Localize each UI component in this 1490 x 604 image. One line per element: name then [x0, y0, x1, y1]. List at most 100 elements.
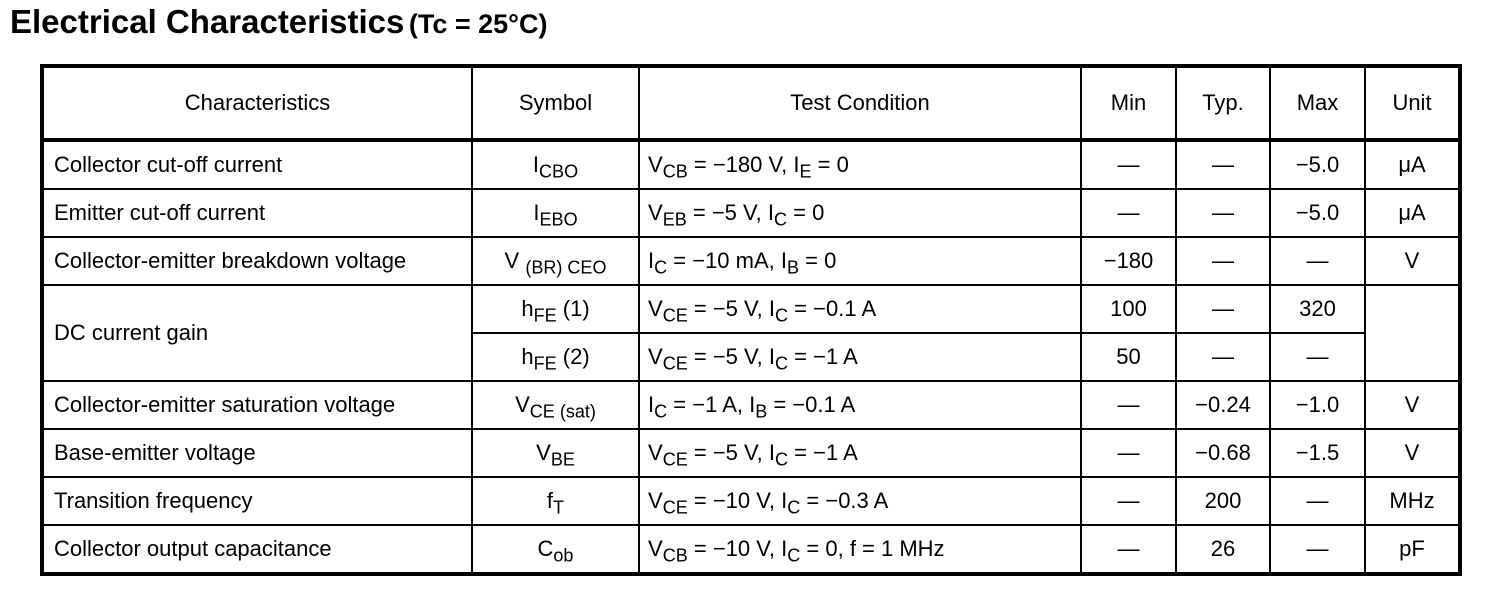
- unit-cell: V: [1364, 428, 1461, 478]
- condition-text: = −1 A: [788, 344, 858, 369]
- test-condition-cell: VCE = −5 V, IC = −1 A: [638, 332, 1082, 382]
- characteristic-cell: Collector cut-off current: [41, 139, 473, 190]
- condition-subscript: C: [774, 209, 788, 230]
- symbol-cell: ICBO: [471, 139, 640, 190]
- condition-text: = −10 V, I: [687, 536, 788, 561]
- condition-subscript: C: [775, 353, 789, 374]
- header-characteristics: Characteristics: [41, 65, 473, 142]
- min-cell: —: [1080, 524, 1177, 575]
- characteristic-cell: Collector output capacitance: [41, 524, 473, 575]
- characteristic-cell: Emitter cut-off current: [41, 188, 473, 238]
- unit-cell: pF: [1364, 524, 1461, 575]
- typ-cell: 26: [1175, 524, 1271, 575]
- typ-cell: —: [1175, 236, 1271, 286]
- characteristic-cell: Collector-emitter saturation voltage: [41, 380, 473, 430]
- typ-cell: 200: [1175, 476, 1271, 526]
- condition-subscript: C: [654, 401, 668, 422]
- table-row: Collector-emitter saturation voltage VCE…: [41, 380, 1461, 430]
- typ-cell: —: [1175, 284, 1271, 334]
- table-row: Base-emitter voltage VBE VCE = −5 V, IC …: [41, 428, 1461, 478]
- test-condition-cell: VCE = −5 V, IC = −1 A: [638, 428, 1082, 478]
- symbol-cell: VCE (sat): [471, 380, 640, 430]
- test-condition-cell: IC = −10 mA, IB = 0: [638, 236, 1082, 286]
- max-cell: 320: [1269, 284, 1366, 334]
- condition-text: = −180 V, I: [687, 152, 800, 177]
- condition-text: V: [648, 488, 663, 513]
- condition-text: = −10 V, I: [687, 488, 788, 513]
- min-cell: −180: [1080, 236, 1177, 286]
- test-condition-cell: VCE = −10 V, IC = −0.3 A: [638, 476, 1082, 526]
- condition-text: = −5 V, I: [687, 440, 776, 465]
- condition-text: = 0: [787, 200, 825, 225]
- condition-subscript: B: [755, 401, 768, 422]
- condition-text: = −0.3 A: [800, 488, 889, 513]
- table-row: Collector-emitter breakdown voltage V (B…: [41, 236, 1461, 286]
- unit-cell: μA: [1364, 188, 1461, 238]
- condition-text: V: [648, 152, 663, 177]
- symbol-cell: hFE (2): [471, 332, 640, 382]
- condition-text: = −1 A, I: [667, 392, 756, 417]
- symbol-cell: V (BR) CEO: [471, 236, 640, 286]
- test-condition-cell: IC = −1 A, IB = −0.1 A: [638, 380, 1082, 430]
- condition-text: V: [648, 344, 663, 369]
- test-condition-cell: VCB = −180 V, IE = 0: [638, 139, 1082, 190]
- characteristic-cell: Base-emitter voltage: [41, 428, 473, 478]
- test-condition-cell: VCE = −5 V, IC = −0.1 A: [638, 284, 1082, 334]
- typ-cell: —: [1175, 332, 1271, 382]
- symbol-cell: IEBO: [471, 188, 640, 238]
- symbol-cell: fT: [471, 476, 640, 526]
- condition-subscript: CE: [662, 305, 688, 326]
- condition-text: V: [648, 296, 663, 321]
- header-unit: Unit: [1364, 65, 1461, 142]
- characteristic-cell: Transition frequency: [41, 476, 473, 526]
- condition-subscript: B: [787, 257, 800, 278]
- condition-subscript: C: [654, 257, 668, 278]
- condition-text: = −0.1 A: [767, 392, 856, 417]
- symbol-cell: VBE: [471, 428, 640, 478]
- unit-cell: [1364, 284, 1461, 382]
- max-cell: −1.5: [1269, 428, 1366, 478]
- symbol-cell: Cob: [471, 524, 640, 575]
- condition-text: = −5 V, I: [687, 296, 776, 321]
- condition-subscript: CE: [662, 449, 688, 470]
- condition-subscript: CE: [662, 497, 688, 518]
- condition-subscript: CE: [662, 353, 688, 374]
- condition-text: = 0, f = 1 MHz: [800, 536, 945, 561]
- max-cell: —: [1269, 476, 1366, 526]
- condition-text: I: [648, 392, 655, 417]
- condition-subscript: E: [799, 161, 812, 182]
- table-row: Collector cut-off current ICBO VCB = −18…: [41, 139, 1461, 190]
- condition-text: V: [648, 440, 663, 465]
- max-cell: —: [1269, 524, 1366, 575]
- header-min: Min: [1080, 65, 1177, 142]
- table-header-row: Characteristics Symbol Test Condition Mi…: [41, 65, 1461, 142]
- unit-cell: V: [1364, 236, 1461, 286]
- header-symbol: Symbol: [471, 65, 640, 142]
- table-row: DC current gain hFE (1) VCE = −5 V, IC =…: [41, 284, 1461, 382]
- condition-subscript: CB: [662, 545, 688, 566]
- table-row: Transition frequency fT VCE = −10 V, IC …: [41, 476, 1461, 526]
- header-max: Max: [1269, 65, 1366, 142]
- condition-text: = −5 V, I: [687, 344, 776, 369]
- condition-text: V: [648, 536, 663, 561]
- condition-text: V: [648, 200, 663, 225]
- condition-text: = −5 V, I: [686, 200, 775, 225]
- condition-text: = −10 mA, I: [667, 248, 787, 273]
- condition-text: = −1 A: [788, 440, 858, 465]
- condition-text: = 0: [811, 152, 849, 177]
- title-condition: (Tc = 25°C): [408, 9, 548, 39]
- max-cell: −1.0: [1269, 380, 1366, 430]
- characteristic-cell: Collector-emitter breakdown voltage: [41, 236, 473, 286]
- max-cell: —: [1269, 236, 1366, 286]
- table-row: Collector output capacitance Cob VCB = −…: [41, 524, 1461, 575]
- condition-text: = −0.1 A: [788, 296, 877, 321]
- header-typ: Typ.: [1175, 65, 1271, 142]
- min-cell: 100: [1080, 284, 1177, 334]
- condition-subscript: C: [775, 449, 789, 470]
- unit-cell: MHz: [1364, 476, 1461, 526]
- unit-cell: μA: [1364, 139, 1461, 190]
- condition-subscript: CB: [662, 161, 688, 182]
- min-cell: —: [1080, 139, 1177, 190]
- max-cell: −5.0: [1269, 188, 1366, 238]
